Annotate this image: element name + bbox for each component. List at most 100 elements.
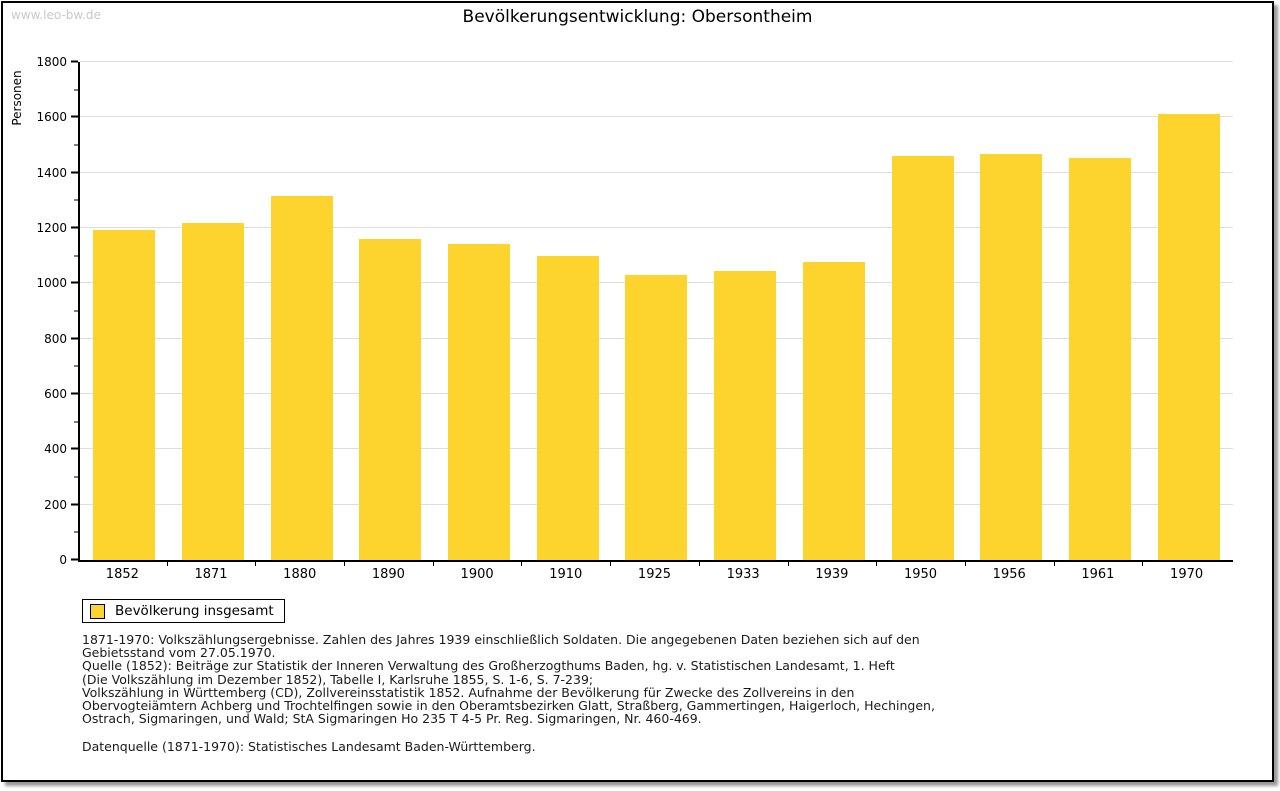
- y-axis-title: Personen: [10, 70, 24, 126]
- gridline: [80, 227, 1233, 228]
- y-tick: [74, 476, 78, 478]
- y-tick-label: 1600: [36, 110, 67, 125]
- y-tick: [71, 281, 78, 284]
- footnote-line: Gebietsstand vom 27.05.1970.: [82, 645, 276, 661]
- y-tick: [71, 171, 78, 174]
- bar-1956: [980, 154, 1043, 560]
- x-tick: [876, 562, 878, 566]
- x-tick-label: 1970: [1170, 567, 1204, 582]
- bar-1970: [1157, 114, 1220, 560]
- x-tick-label: 1880: [283, 567, 317, 582]
- y-tick-label: 400: [44, 442, 67, 457]
- y-tick: [74, 144, 78, 146]
- bar-slot: [346, 62, 435, 560]
- y-tick-label: 600: [44, 387, 67, 401]
- y-tick: [71, 60, 78, 63]
- x-tick-label: 1939: [815, 567, 849, 582]
- bar-1925: [625, 275, 688, 560]
- x-tick-label: 1933: [726, 567, 760, 582]
- bar-1933: [714, 270, 777, 560]
- footnote-line: (Die Volkszählung im Dezember 1852), Tab…: [82, 671, 594, 687]
- x-axis-labels: 1852 1871 1880 1890 1900 1910 1925 1933 1939 1950…: [78, 567, 1231, 582]
- bar-slot: [523, 62, 612, 560]
- footnote-line: Quelle (1852): Beiträge zur Statistik de…: [82, 658, 895, 674]
- x-tick-label: 1871: [194, 567, 228, 582]
- x-tick-label: 1852: [105, 567, 139, 582]
- y-tick: [71, 337, 78, 340]
- bar-slot: [257, 62, 346, 560]
- footnote-line: Volkszählung in Württemberg (CD), Zollve…: [82, 684, 855, 700]
- y-tick: [71, 503, 78, 506]
- chart-title: Bevölkerungsentwicklung: Obersontheim: [462, 7, 813, 27]
- y-tick-label: 1200: [36, 221, 67, 235]
- bar-1939: [802, 261, 865, 560]
- y-tick-label: 800: [44, 331, 67, 346]
- x-tick: [610, 562, 612, 566]
- y-tick: [74, 89, 78, 91]
- y-tick-label: 1800: [36, 55, 67, 69]
- gridline: [80, 171, 1233, 173]
- y-tick: [71, 558, 78, 561]
- x-tick-label: 1950: [903, 567, 938, 582]
- bar-slot: [1144, 62, 1233, 560]
- y-tick-label: 200: [44, 497, 67, 512]
- x-tick: [432, 562, 434, 566]
- bar-slot: [967, 62, 1056, 560]
- y-tick: [71, 392, 78, 395]
- x-tick-label: 1956: [992, 567, 1026, 582]
- x-tick-label: 1890: [371, 567, 405, 582]
- bar-slot: [790, 62, 879, 560]
- y-axis: 0 200 400 600 800 1000 1200 1400 1600 1800: [28, 55, 78, 567]
- bar-slot: [435, 62, 524, 560]
- footnote-line: Obervogteiämtern Achberg und Trochtelfin…: [82, 698, 935, 714]
- y-tick-label: 1400: [36, 165, 67, 180]
- datasource-line: Datenquelle (1871-1970): Statistisches L…: [82, 739, 536, 754]
- bar-1871: [182, 223, 245, 560]
- x-tick: [166, 562, 168, 566]
- bar-1950: [891, 155, 954, 560]
- x-axis-ticks: [78, 562, 1231, 568]
- bar-slot: [701, 62, 790, 560]
- bar-slot: [878, 62, 967, 560]
- y-tick: [74, 255, 78, 257]
- bar-1880: [270, 196, 333, 560]
- bar-1910: [536, 255, 599, 560]
- x-tick-label: 1910: [549, 567, 583, 582]
- x-tick-label: 1900: [460, 567, 494, 582]
- plot-area: [78, 61, 1233, 562]
- x-tick: [521, 562, 523, 566]
- y-tick: [74, 199, 78, 201]
- legend-label: Bevölkerung insgesamt: [115, 603, 274, 619]
- y-tick: [71, 226, 78, 229]
- y-tick: [71, 115, 78, 118]
- y-tick: [71, 447, 78, 450]
- x-tick: [344, 562, 346, 566]
- gridline: [80, 116, 1233, 118]
- bar-series: [80, 62, 1233, 560]
- bar-1890: [359, 239, 422, 560]
- x-tick: [787, 562, 789, 566]
- y-tick-label: 0: [59, 553, 67, 567]
- bar-slot: [612, 62, 701, 560]
- bar-slot: [1056, 62, 1145, 560]
- x-tick: [255, 562, 257, 566]
- y-tick: [74, 531, 78, 533]
- gridline: [80, 61, 1233, 62]
- legend-box: Bevölkerung insgesamt: [82, 599, 285, 623]
- source-footnotes: 1871-1970: Volkszählungsergebnisse. Zahl…: [82, 632, 935, 727]
- y-tick-label: 1000: [36, 276, 67, 291]
- bar-1900: [448, 244, 511, 560]
- x-tick: [698, 562, 700, 566]
- bar-slot: [169, 62, 258, 560]
- site-watermark: www.leo-bw.de: [11, 8, 101, 22]
- x-tick: [964, 562, 966, 566]
- x-tick: [1053, 562, 1055, 566]
- x-tick: [1142, 562, 1144, 566]
- bar-1852: [93, 229, 156, 560]
- y-tick: [74, 421, 78, 423]
- footnote-line: Ostrach, Sigmaringen, und Wald; StA Sigm…: [82, 711, 702, 727]
- footnote-line: 1871-1970: Volkszählungsergebnisse. Zahl…: [82, 632, 920, 647]
- bar-1961: [1068, 158, 1131, 560]
- x-tick-label: 1961: [1081, 567, 1115, 582]
